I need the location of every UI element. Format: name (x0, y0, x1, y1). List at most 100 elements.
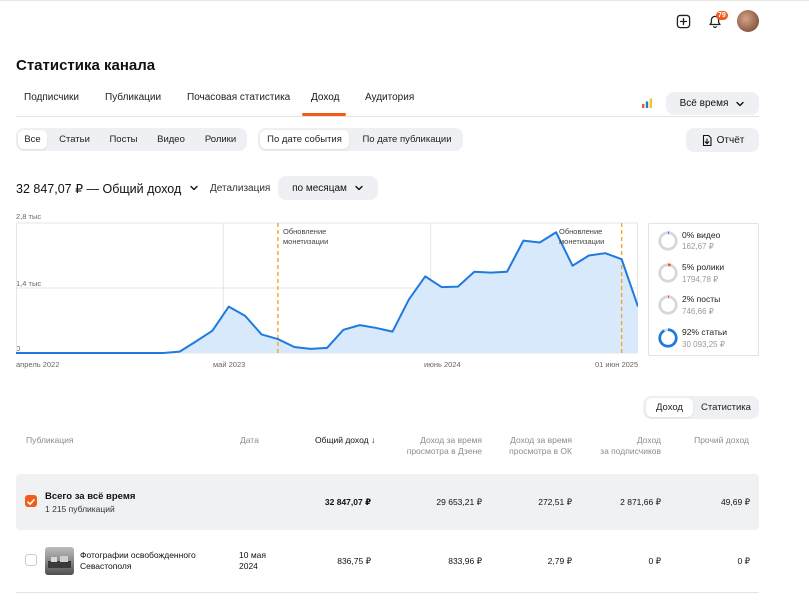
bell-icon (709, 15, 721, 28)
tab-audience[interactable]: Аудитория (365, 92, 415, 103)
period-select-label: Всё время (679, 98, 729, 109)
total-row-ok: 272,51 ₽ (538, 497, 572, 507)
filter-by-event-date[interactable]: По дате события (260, 130, 349, 149)
legend-value: 30 093,25 ₽ (682, 340, 725, 349)
column-header-publication: Публикация (26, 435, 74, 445)
donut-arc (658, 328, 678, 348)
publication-title-line: Севастополя (80, 561, 132, 571)
publication-title[interactable]: Фотографии освобожденного Севастополя (80, 550, 196, 572)
notifications-button[interactable]: 79 (705, 11, 728, 31)
publication-title-line: Фотографии освобожденного (80, 550, 196, 560)
publication-thumbnail[interactable] (45, 547, 74, 575)
total-row-other: 49,69 ₽ (720, 497, 750, 507)
date-mode-filter: По дате события По дате публикации (258, 128, 463, 151)
table-mode-stats[interactable]: Статистика (701, 402, 751, 413)
tab-subscribers[interactable]: Подписчики (24, 92, 80, 103)
total-row-dzen: 29 653,21 ₽ (436, 497, 482, 507)
column-header-other[interactable]: Прочий доход (694, 435, 749, 445)
annotation-lines (277, 223, 623, 353)
column-header-line: за подписчиков (600, 446, 661, 456)
chart-annotation: Обновление монетизации (283, 227, 329, 246)
donut-arc (658, 295, 678, 315)
table-total-row: Всего за всё время 1 215 публикаций 32 8… (16, 474, 759, 530)
top-divider (0, 0, 809, 1)
column-header-subs[interactable]: Доход за подписчиков (580, 435, 661, 457)
report-button[interactable]: Отчёт (686, 128, 759, 152)
plus-square-icon (676, 14, 690, 28)
column-header-line: Доход (636, 435, 661, 445)
income-chart[interactable] (16, 221, 638, 355)
detail-label: Детализация (210, 183, 271, 194)
column-header-date: Дата (240, 435, 259, 445)
legend-value: 746,66 ₽ (682, 307, 714, 316)
page-title: Статистика канала (16, 57, 156, 74)
type-filter: Все Статьи Посты Видео Ролики (16, 128, 247, 151)
chart-type-button[interactable] (640, 96, 654, 110)
filter-articles[interactable]: Статьи (59, 134, 90, 145)
x-tick-label: апрель 2022 (16, 360, 60, 369)
filter-all[interactable]: Все (18, 130, 47, 149)
income-line (16, 231, 638, 354)
column-header-line: Доход за время (420, 435, 482, 445)
column-header-total[interactable]: Общий доход ↓ (315, 435, 376, 445)
photo-icon (48, 556, 71, 568)
chevron-down-icon (355, 185, 363, 191)
filter-shorts[interactable]: Ролики (204, 134, 237, 145)
table-bottom-divider (16, 592, 759, 593)
detail-select[interactable]: по месяцам (278, 176, 378, 200)
legend-item-video (657, 230, 679, 257)
legend-item-posts (657, 294, 679, 321)
legend-title: 2% посты (682, 294, 721, 304)
legend-title: 5% ролики (682, 262, 725, 272)
total-row-subs: 2 871,66 ₽ (620, 497, 661, 507)
total-row-total: 32 847,07 ₽ (324, 497, 371, 507)
filter-by-publication-date[interactable]: По дате публикации (362, 134, 452, 145)
income-breakdown: 0% видео 162,67 ₽ 5% ролики 1794,78 ₽ 2%… (648, 223, 759, 356)
publication-date-line: 2024 (239, 561, 258, 571)
donut-icon (658, 295, 678, 315)
donut-arc (658, 263, 678, 283)
row-subs: 0 ₽ (648, 556, 662, 566)
donut-icon (658, 328, 678, 348)
total-row-count: 1 215 публикаций (45, 504, 115, 514)
x-tick-label: май 2023 (213, 360, 246, 369)
active-tab-indicator (302, 113, 346, 116)
chart-annotation: Обновление монетизации (559, 227, 605, 246)
column-header-line: просмотра в ОК (509, 446, 572, 456)
legend-value: 162,67 ₽ (682, 242, 714, 251)
period-select[interactable]: Всё время (666, 92, 759, 115)
donut-icon (658, 263, 678, 283)
x-tick-label: июнь 2024 (424, 360, 461, 369)
tab-hourly[interactable]: Почасовая статистика (187, 92, 291, 103)
income-area (16, 232, 638, 353)
bar-chart-icon (642, 98, 652, 108)
table-mode-income[interactable]: Доход (646, 398, 693, 417)
table-mode-toggle: Доход Статистика (643, 396, 759, 419)
tab-income[interactable]: Доход (311, 92, 340, 103)
column-header-dzen[interactable]: Доход за время просмотра в Дзене (392, 435, 482, 457)
report-button-label: Отчёт (716, 134, 745, 146)
publication-date: 10 мая 2024 (239, 550, 266, 572)
x-tick-label: 01 июн 2025 (595, 360, 639, 369)
total-income-select[interactable]: 32 847,07 ₽ — Общий доход (16, 181, 199, 196)
legend-value: 1794,78 ₽ (682, 275, 719, 284)
column-header-line: Доход за время (510, 435, 572, 445)
filter-posts[interactable]: Посты (109, 134, 138, 145)
column-header-line: просмотра в Дзене (406, 446, 482, 456)
y-tick-label: 0 (16, 344, 21, 353)
legend-title: 0% видео (682, 230, 721, 240)
legend-item-shorts (657, 262, 679, 289)
row-other: 0 ₽ (737, 556, 751, 566)
detail-select-label: по месяцам (292, 182, 347, 194)
column-header-ok[interactable]: Доход за время просмотра в ОК (490, 435, 572, 457)
select-all-checkbox[interactable] (25, 495, 37, 507)
add-button[interactable] (674, 12, 692, 30)
filter-videos[interactable]: Видео (157, 134, 185, 145)
main-tabs: Подписчики Публикации Почасовая статисти… (16, 84, 759, 117)
report-icon (702, 134, 712, 146)
check-icon (27, 499, 35, 505)
chevron-down-icon (190, 185, 198, 191)
tab-publications[interactable]: Публикации (105, 92, 162, 103)
avatar[interactable] (737, 10, 759, 32)
row-checkbox[interactable] (25, 554, 37, 566)
